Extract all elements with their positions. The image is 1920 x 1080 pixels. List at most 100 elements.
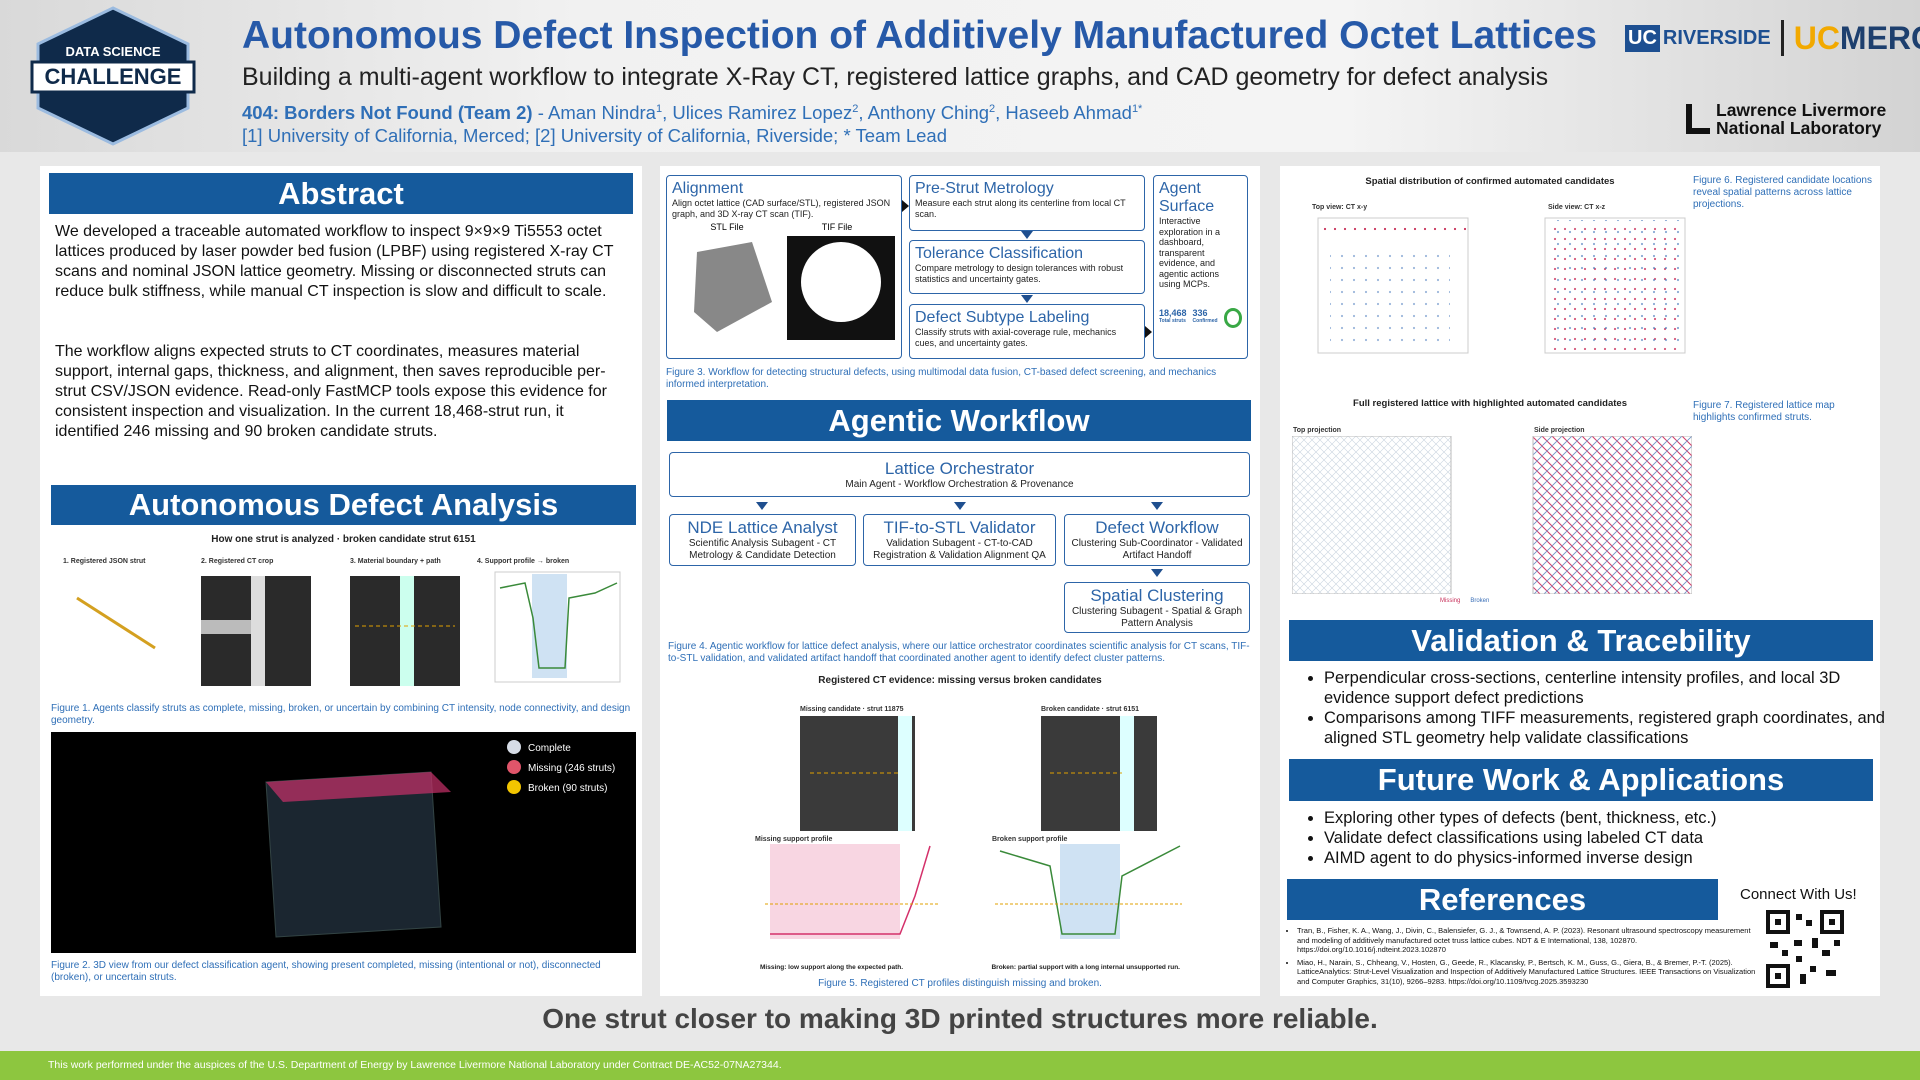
- subtitle: Building a multi-agent workflow to integ…: [242, 63, 1549, 91]
- stat-label: Total struts: [1159, 317, 1186, 324]
- author-sup: 2: [852, 102, 859, 115]
- node-text: Validation Subagent - CT-to-CAD Registra…: [873, 538, 1046, 561]
- legend-label: Broken (90 struts): [528, 783, 607, 794]
- panel-label: Top view: CT x-y: [1312, 204, 1368, 211]
- arrow: [1151, 569, 1163, 577]
- alignment-images: [694, 236, 895, 340]
- merced: MERCED: [1839, 19, 1920, 56]
- bullet: Exploring other types of defects (bent, …: [1324, 808, 1909, 828]
- figure-caption: Figure 4. Agentic workflow for lattice d…: [668, 641, 1250, 664]
- abstract-text: We developed a traceable automated workf…: [55, 223, 614, 300]
- node-text: Main Agent - Workflow Orchestration & Pr…: [845, 479, 1074, 490]
- llnl-line: National Laboratory: [1716, 118, 1882, 138]
- note: Broken: partial support with a long inte…: [991, 964, 1180, 971]
- file-label: STL File: [710, 222, 744, 232]
- node-title: NDE Lattice Analyst: [687, 518, 838, 537]
- panel-label: Missing support profile: [755, 836, 833, 843]
- legend-label: Broken: [1470, 598, 1490, 604]
- node-title: Lattice Orchestrator: [884, 459, 1035, 478]
- team: 404: Borders Not Found (Team 2): [242, 102, 533, 123]
- figure-caption: Figure 5. Registered CT profiles disting…: [818, 978, 1102, 989]
- section-heading: Future Work & Applications: [1289, 759, 1873, 801]
- legend-label: Missing: [1440, 598, 1461, 604]
- panel-label: Broken candidate · strut 6151: [1041, 706, 1140, 713]
- author-sup: 2: [989, 102, 996, 115]
- node-title: TIF-to-STL Validator: [883, 518, 1036, 537]
- footer: This work performed under the auspices o…: [0, 1051, 1920, 1080]
- uc-mark-2: UC: [1793, 19, 1840, 56]
- panel-label: 2. Registered CT crop: [201, 558, 274, 565]
- box-text: Align octet lattice (CAD surface/STL), r…: [672, 198, 891, 219]
- file-label: TIF File: [821, 222, 853, 232]
- author-name: - Aman Nindra: [532, 102, 656, 123]
- node-text: Clustering Sub-Coordinator - Validated A…: [1071, 538, 1243, 561]
- agent-node: NDE Lattice Analyst Scientific Analysis S…: [669, 514, 856, 566]
- agent-node: TIF-to-STL Validator Validation Subagent …: [863, 514, 1056, 566]
- logo-main: CHALLENGE: [45, 64, 182, 89]
- panel-label: Missing candidate · strut 11875: [800, 706, 904, 713]
- uc-logos: UC RIVERSIDE UC MERCED: [1625, 20, 1920, 56]
- figure-5-image: [765, 716, 1182, 939]
- node-text: Scientific Analysis Subagent - CT Metrol…: [688, 538, 837, 561]
- panel-label: Side view: CT x-z: [1548, 204, 1606, 211]
- title: Autonomous Defect Inspection of Additive…: [242, 14, 1598, 57]
- box-title: Pre-Strut Metrology: [915, 180, 1054, 197]
- node-title: Spatial Clustering: [1090, 586, 1224, 605]
- reference-list: Tran, B., Fisher, K. A., Wang, J., Divin…: [1277, 926, 1757, 989]
- logo: DATA SCIENCE CHALLENGE: [30, 6, 196, 146]
- figure-title: Spatial distribution of confirmed automa…: [1365, 176, 1615, 187]
- divider: [1780, 20, 1784, 56]
- figure-caption: Figure 1. Agents classify struts as comp…: [51, 703, 631, 726]
- llnl-mark: [1686, 104, 1710, 134]
- figure-2-image: Complete Missing (246 struts) Broken (90…: [51, 732, 636, 953]
- abstract-text: The workflow aligns expected struts to C…: [55, 343, 607, 440]
- authors: 404: Borders Not Found (Team 2) - Aman N…: [242, 102, 1142, 124]
- box-title: Tolerance Classification: [915, 245, 1084, 262]
- arrow: [1145, 326, 1152, 338]
- figure-title: Registered CT evidence: missing versus b…: [818, 675, 1102, 686]
- box-title: Agent Surface: [1159, 180, 1215, 215]
- panel-label: Broken support profile: [992, 836, 1068, 843]
- panel-label: Side projection: [1534, 427, 1585, 434]
- figure-6-image: [1317, 217, 1686, 354]
- header: [0, 0, 1920, 152]
- legend-label: Complete: [528, 743, 571, 754]
- tagline: One strut closer to making 3D printed st…: [542, 1003, 1378, 1034]
- stat: 336: [1192, 307, 1208, 318]
- figure-caption: Figure 2. 3D view from our defect classi…: [51, 960, 601, 983]
- node-text: Clustering Subagent - Spatial & Graph Pa…: [1071, 606, 1243, 629]
- agent-node: Defect Workflow Clustering Sub-Coordinato…: [1064, 514, 1250, 566]
- workflow-box: Agent Surface Interactive exploration in…: [1153, 175, 1248, 359]
- workflow-box: Alignment Align octet lattice (CAD surfa…: [666, 175, 902, 359]
- bullet-list: Perpendicular cross-sections, centerline…: [1290, 668, 1909, 748]
- section-heading: Agentic Workflow: [667, 400, 1251, 441]
- arrow: [1021, 295, 1033, 303]
- bullet-list: Exploring other types of defects (bent, …: [1290, 808, 1909, 868]
- file-labels: STL File TIF File: [672, 222, 896, 232]
- note: Missing: low support along the expected …: [760, 964, 904, 971]
- author-sup: 1: [655, 102, 663, 115]
- section-heading: Validation & Tracebility: [1289, 620, 1873, 661]
- arrow: [1021, 231, 1033, 239]
- section-heading: Autonomous Defect Analysis: [51, 485, 636, 525]
- panel-label: Top projection: [1293, 427, 1342, 434]
- author-name: , Anthony Ching: [858, 102, 990, 123]
- affiliations: [1] University of California, Merced; [2…: [242, 125, 947, 146]
- bullet: Perpendicular cross-sections, centerline…: [1324, 668, 1909, 708]
- legend-label: Missing (246 struts): [528, 763, 615, 774]
- figure-title: How one strut is analyzed · broken candi…: [211, 534, 476, 545]
- reference: Tran, B., Fisher, K. A., Wang, J., Divin…: [1297, 926, 1757, 955]
- bullet: Validate defect classifications using la…: [1324, 828, 1909, 848]
- connect-label: Connect With Us!: [1740, 886, 1857, 903]
- panel-label: 4. Support profile → broken: [477, 558, 570, 565]
- workflow-box: Tolerance Classification Compare metrolog…: [909, 240, 1145, 294]
- figure-caption: Figure 3. Workflow for detecting structu…: [666, 367, 1217, 390]
- workflow-box: Defect Subtype Labeling Classify struts w…: [909, 304, 1145, 359]
- arrow: [756, 502, 768, 510]
- legend: Missing Broken: [1440, 598, 1489, 604]
- stat-label: Confirmed: [1192, 317, 1218, 324]
- workflow-box: Pre-Strut Metrology Measure each strut al…: [909, 175, 1145, 231]
- stat: 18,468: [1159, 307, 1187, 318]
- bullet: AIMD agent to do physics-informed invers…: [1324, 848, 1909, 868]
